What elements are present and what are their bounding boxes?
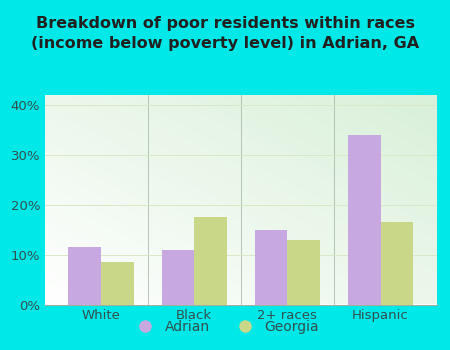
Bar	[162, 250, 194, 304]
Bar	[194, 217, 227, 304]
Bar	[288, 239, 320, 304]
Bar	[68, 247, 101, 304]
Bar	[101, 262, 134, 304]
Bar	[381, 222, 413, 304]
Text: Breakdown of poor residents within races
(income below poverty level) in Adrian,: Breakdown of poor residents within races…	[31, 16, 419, 50]
Bar	[255, 230, 288, 304]
Bar	[348, 134, 381, 304]
Legend: Adrian, Georgia: Adrian, Georgia	[126, 314, 324, 340]
